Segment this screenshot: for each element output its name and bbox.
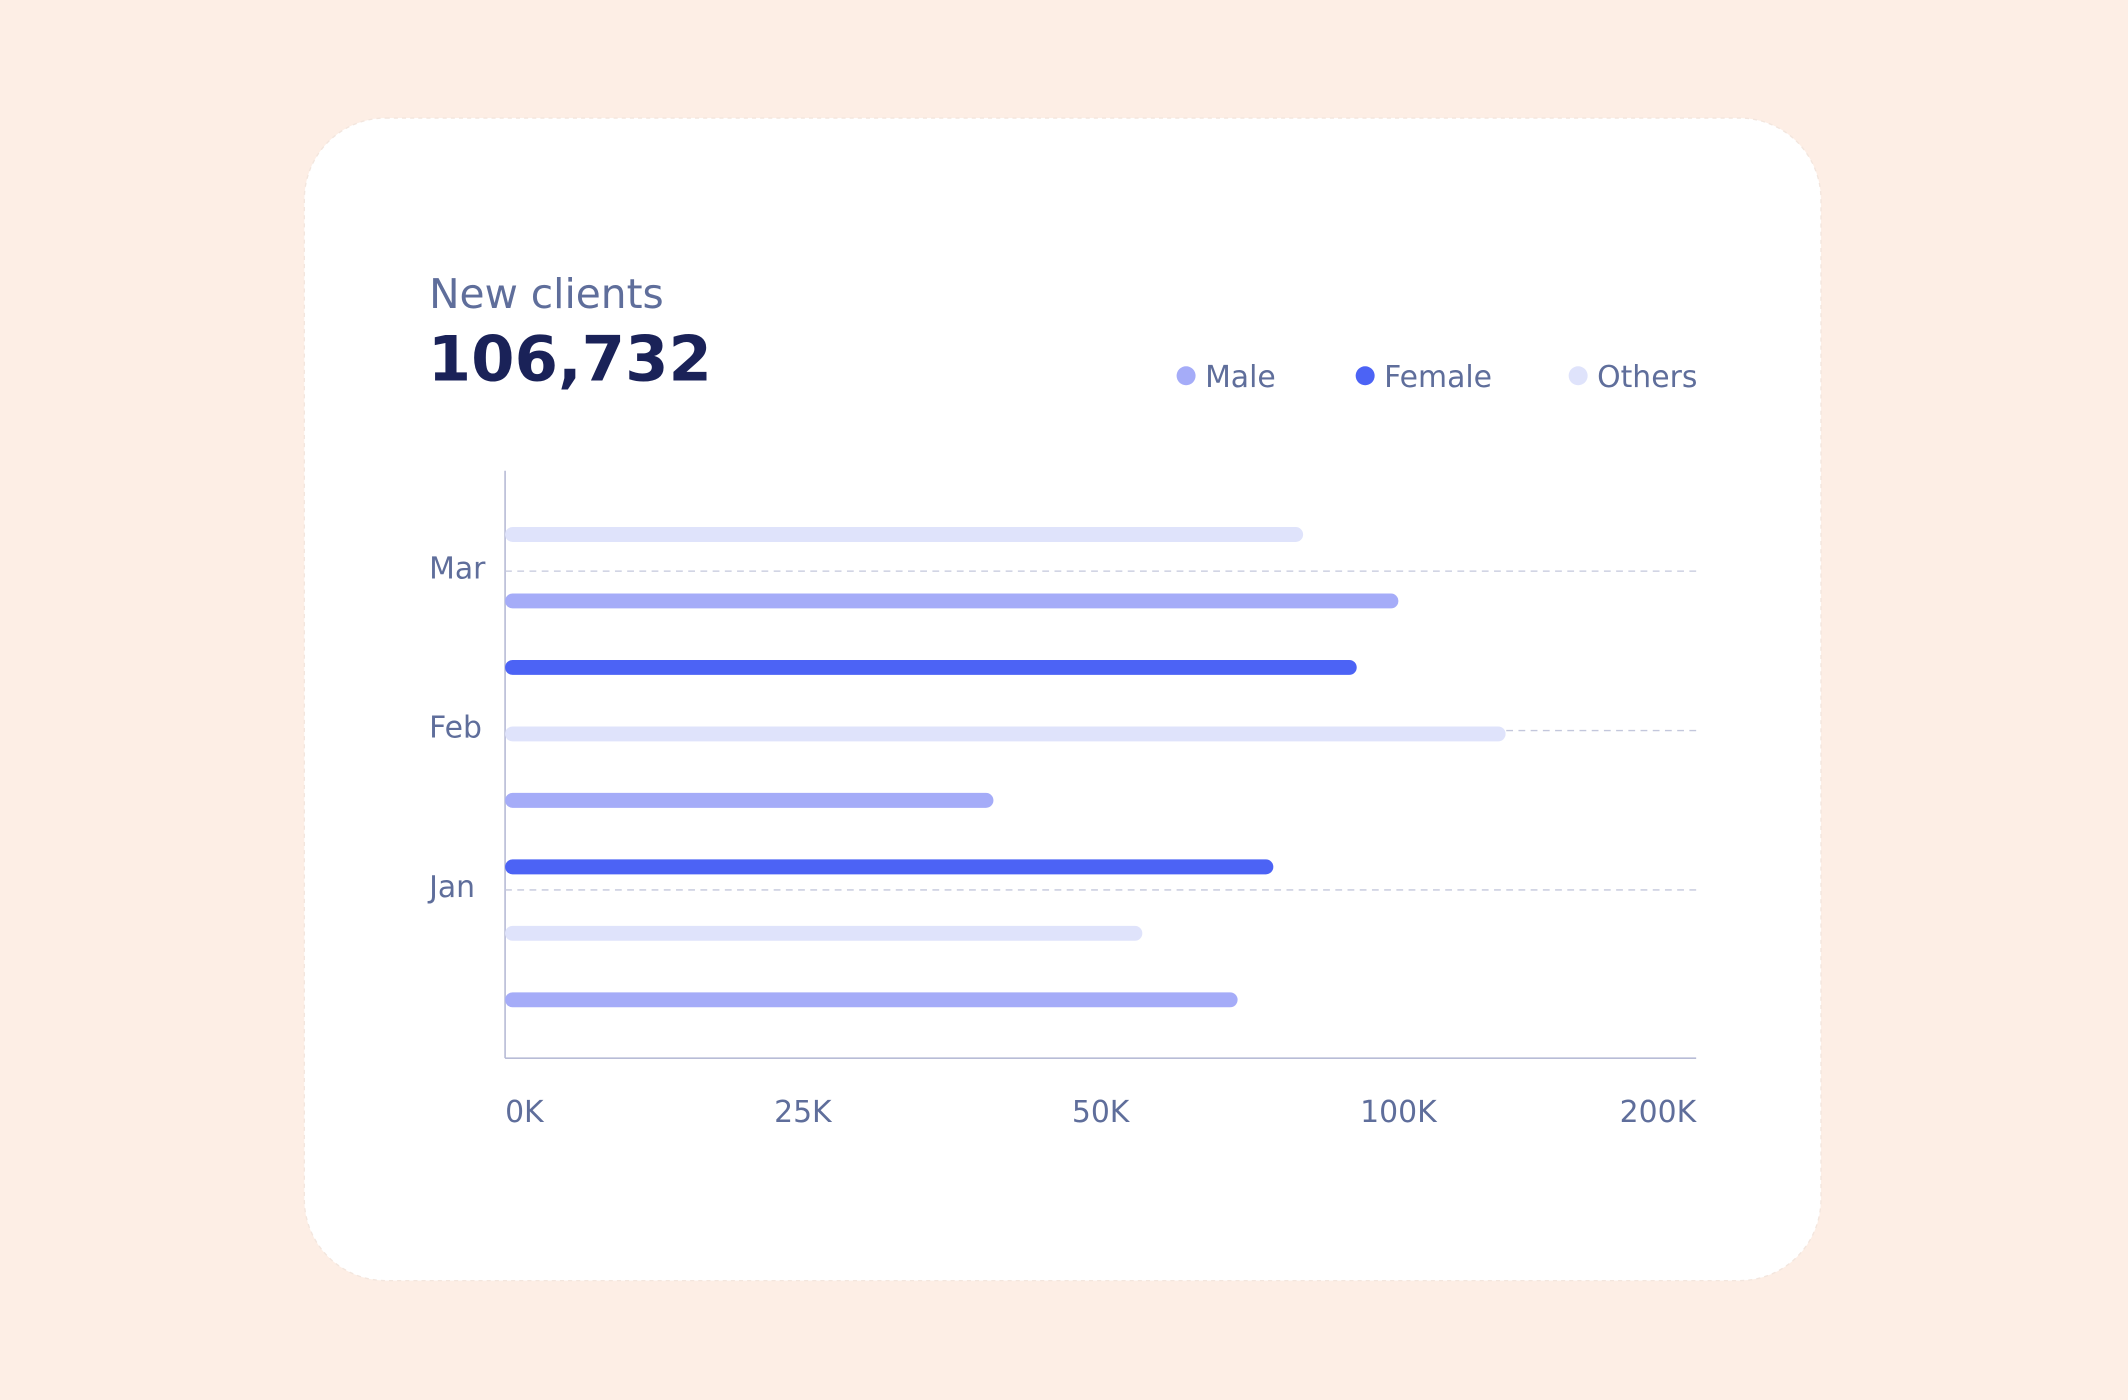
y-tick-label: Mar (429, 551, 486, 586)
legend-dot (1355, 366, 1375, 386)
bar (505, 659, 1357, 675)
bar (505, 992, 1238, 1008)
bar (505, 593, 1399, 609)
bar (505, 792, 994, 808)
card (303, 117, 1822, 1282)
x-tick-label: 25K (774, 1095, 833, 1130)
x-tick-label: 0K (505, 1095, 545, 1130)
y-tick-label: Jan (427, 870, 475, 905)
legend-dot (1568, 366, 1588, 386)
bar (505, 925, 1143, 941)
y-tick-label: Feb (429, 711, 482, 746)
x-tick-label: 100K (1360, 1095, 1438, 1130)
legend-label: Others (1597, 360, 1697, 395)
legend-dot (1176, 366, 1196, 386)
bar (505, 859, 1274, 875)
bar (505, 726, 1506, 742)
x-tick-label: 200K (1620, 1095, 1698, 1130)
bar (505, 527, 1304, 542)
legend-label: Female (1384, 360, 1492, 395)
legend-label: Male (1205, 360, 1276, 395)
x-tick-label: 50K (1072, 1095, 1131, 1130)
chart-title: New clients (429, 270, 664, 318)
total-value: 106,732 (428, 323, 712, 396)
